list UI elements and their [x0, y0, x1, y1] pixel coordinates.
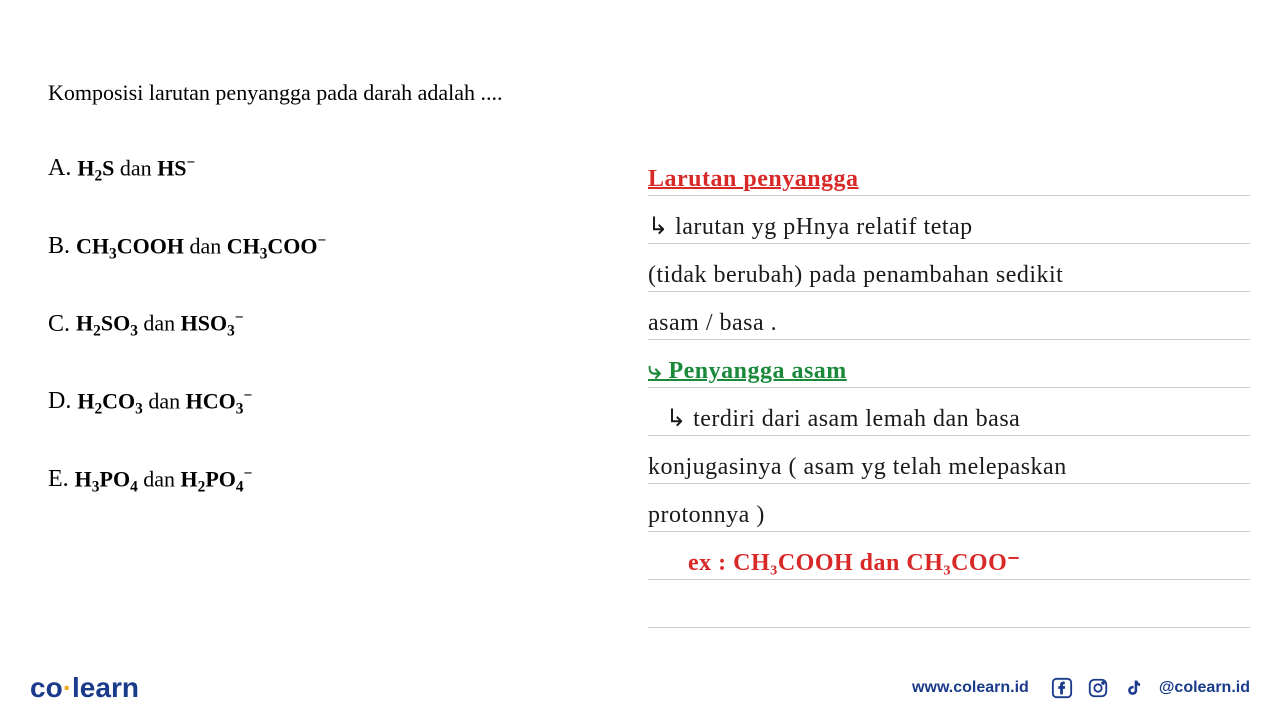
- logo-learn: learn: [72, 672, 139, 703]
- note-text: Larutan penyangga: [648, 166, 859, 193]
- note-line: Larutan penyangga: [648, 148, 1250, 196]
- question-text: Komposisi larutan penyangga pada darah a…: [48, 80, 618, 106]
- note-text: (tidak berubah) pada penambahan sedikit: [648, 262, 1063, 289]
- option-formula: H2SO3 dan HSO3−: [76, 309, 244, 341]
- option-c: C. H2SO3 dan HSO3−: [48, 309, 618, 341]
- option-letter: E.: [48, 466, 69, 493]
- option-formula: H2S dan HS−: [77, 154, 195, 186]
- footer: co·learn www.colearn.id @colearn.id: [0, 656, 1280, 720]
- note-line: ↳ terdiri dari asam lemah dan basa: [648, 388, 1250, 436]
- note-text: ⤷ Penyangga asam: [648, 358, 847, 385]
- option-formula: CH3COOH dan CH3COO−: [76, 232, 326, 264]
- note-text: ↳ terdiri dari asam lemah dan basa: [666, 404, 1020, 433]
- option-letter: B.: [48, 233, 70, 260]
- option-letter: C.: [48, 311, 70, 338]
- facebook-icon[interactable]: [1051, 677, 1073, 699]
- note-line: asam / basa .: [648, 292, 1250, 340]
- note-line: konjugasinya ( asam yg telah melepaskan: [648, 436, 1250, 484]
- note-line: (tidak berubah) pada penambahan sedikit: [648, 244, 1250, 292]
- handwritten-notes: Larutan penyangga ↳ larutan yg pHnya rela…: [648, 148, 1250, 628]
- note-text: konjugasinya ( asam yg telah melepaskan: [648, 454, 1067, 481]
- option-letter: A.: [48, 155, 71, 182]
- note-text: asam / basa .: [648, 310, 777, 337]
- note-text: ↳ larutan yg pHnya relatif tetap: [648, 212, 973, 241]
- option-d: D. H2CO3 dan HCO3−: [48, 387, 618, 419]
- note-text: protonnya ): [648, 502, 765, 529]
- footer-url[interactable]: www.colearn.id: [912, 679, 1029, 697]
- note-text: ex : CH₃COOH dan CH₃COO⁻: [688, 548, 1020, 577]
- option-b: B. CH3COOH dan CH3COO−: [48, 232, 618, 264]
- note-line: ↳ larutan yg pHnya relatif tetap: [648, 196, 1250, 244]
- footer-handle[interactable]: @colearn.id: [1159, 679, 1250, 697]
- content-area: Komposisi larutan penyangga pada darah a…: [0, 0, 1280, 628]
- footer-right: www.colearn.id @colearn.id: [912, 677, 1250, 699]
- option-letter: D.: [48, 388, 71, 415]
- tiktok-icon[interactable]: [1123, 677, 1145, 699]
- question-column: Komposisi larutan penyangga pada darah a…: [48, 80, 618, 628]
- note-line: ex : CH₃COOH dan CH₃COO⁻: [648, 532, 1250, 580]
- instagram-icon[interactable]: [1087, 677, 1109, 699]
- notes-column: Larutan penyangga ↳ larutan yg pHnya rela…: [618, 80, 1250, 628]
- option-a: A. H2S dan HS−: [48, 154, 618, 186]
- option-e: E. H3PO4 dan H2PO4−: [48, 465, 618, 497]
- option-formula: H2CO3 dan HCO3−: [77, 387, 252, 419]
- logo-dot: ·: [63, 672, 72, 703]
- note-line: ⤷ Penyangga asam: [648, 340, 1250, 388]
- note-line: [648, 580, 1250, 628]
- note-line: protonnya ): [648, 484, 1250, 532]
- logo-co: co: [30, 672, 63, 703]
- logo: co·learn: [30, 672, 139, 704]
- option-formula: H3PO4 dan H2PO4−: [75, 465, 253, 497]
- options-list: A. H2S dan HS− B. CH3COOH dan CH3COO− C.…: [48, 154, 618, 497]
